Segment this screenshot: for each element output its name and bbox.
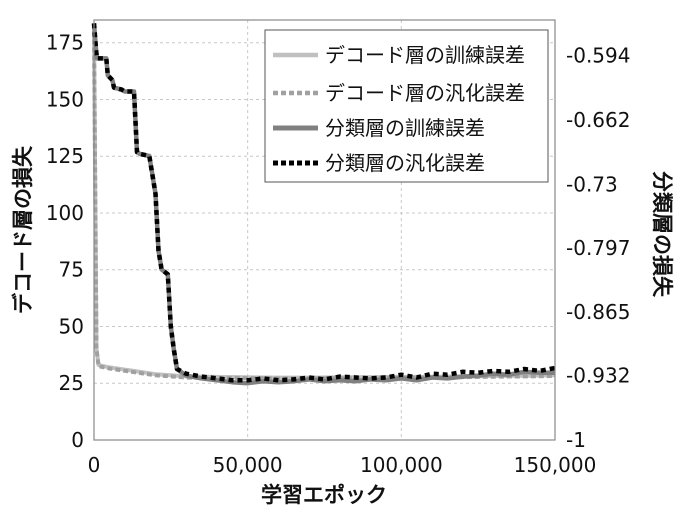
series-line-4 [91,23,556,383]
y-left-tick-label: 50 [59,314,84,338]
y-left-tick-label: 175 [46,31,84,55]
x-tick-label: 100,000 [360,453,443,477]
y-left-tick-label: 125 [46,144,84,168]
legend-label-3: 分類層の訓練誤差 [325,116,485,140]
y-left-tick-label: 25 [59,371,84,395]
legend-label-4: 分類層の汎化誤差 [325,151,485,175]
y-right-axis-title: 分類層の損失 [650,171,674,298]
x-tick-label: 50,000 [213,453,283,477]
y-right-tick-label: -0.594 [566,44,630,68]
y-right-tick-label: -0.865 [566,300,630,324]
legend-label-2: デコード層の汎化誤差 [325,81,525,105]
x-axis-title: 学習エポック [261,483,387,507]
y-left-tick-label: 0 [71,428,84,452]
y-left-tick-label: 150 [46,87,84,111]
y-right-tick-label: -1 [566,428,586,452]
x-tick-label: 150,000 [514,453,597,477]
plot-frame [93,19,556,441]
y-right-tick-label: -0.73 [566,172,618,196]
y-left-axis-title: デコード層の損失 [11,145,35,314]
series-lines [91,23,556,386]
y-left-tick-label: 100 [46,201,84,225]
tick-labels: 0 50,000 100,000 150,000 0 25 50 75 100 125 150 175… [46,31,631,477]
y-right-tick-label: -0.662 [566,108,630,132]
y-left-tick-label: 75 [59,258,84,282]
legend-label-1: デコード層の訓練誤差 [325,43,525,67]
y-right-tick-label: -0.932 [566,364,630,388]
y-right-tick-label: -0.797 [566,236,630,260]
x-tick-label: 0 [88,453,101,477]
